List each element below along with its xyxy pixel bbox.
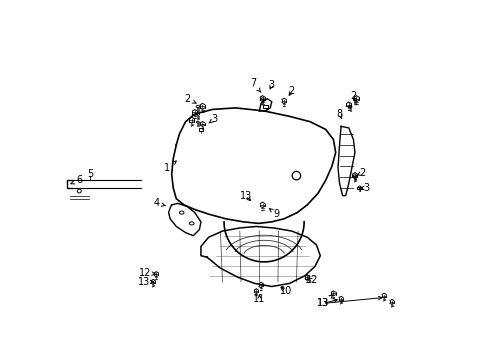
Text: 2: 2 — [356, 167, 365, 177]
Text: 5: 5 — [87, 169, 93, 179]
Text: 3: 3 — [360, 183, 369, 193]
Text: 7: 7 — [250, 78, 261, 93]
Bar — [198, 128, 203, 131]
Text: 10: 10 — [279, 286, 291, 296]
Text: 11: 11 — [253, 294, 265, 304]
Text: 2: 2 — [183, 94, 196, 104]
Text: 9: 9 — [269, 209, 279, 219]
Text: 1: 1 — [163, 161, 176, 173]
Text: 13: 13 — [316, 295, 332, 309]
Text: 2: 2 — [349, 91, 356, 100]
Text: 2: 2 — [288, 86, 294, 96]
Text: 8: 8 — [336, 109, 342, 119]
Text: 13: 13 — [138, 277, 153, 287]
Text: 3: 3 — [208, 114, 218, 123]
Text: 3: 3 — [268, 80, 274, 90]
Text: 13: 13 — [316, 298, 328, 309]
Text: 13: 13 — [239, 191, 251, 201]
Text: 12: 12 — [139, 268, 155, 278]
Bar — [263, 105, 267, 108]
Text: 6: 6 — [71, 175, 82, 185]
Text: 4: 4 — [153, 198, 165, 208]
Text: 12: 12 — [306, 275, 318, 285]
Bar — [357, 187, 361, 189]
